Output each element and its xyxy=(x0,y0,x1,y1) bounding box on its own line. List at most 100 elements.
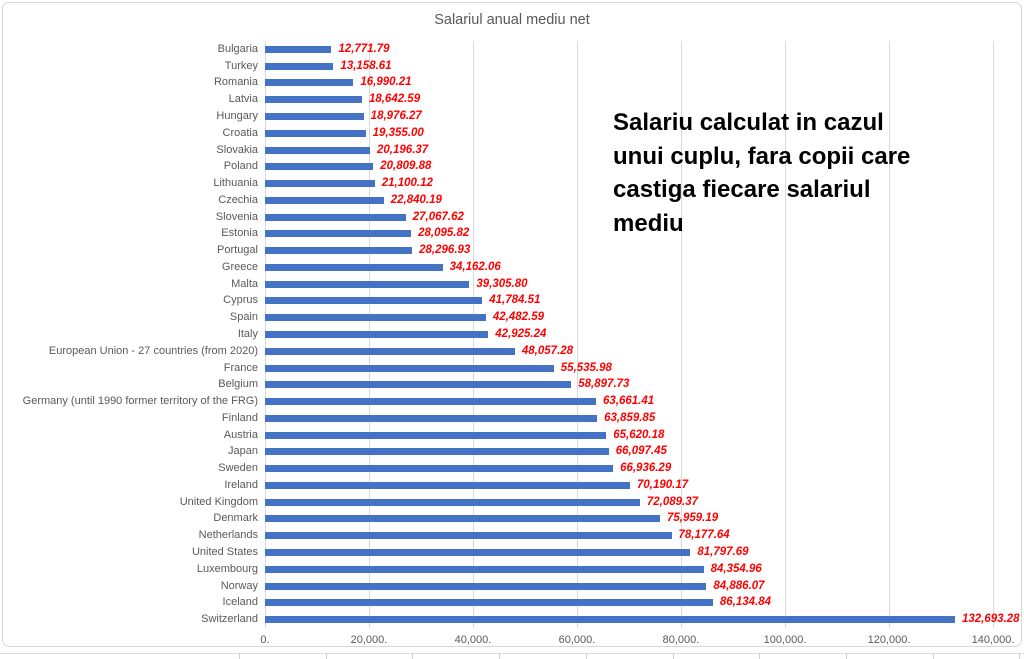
bar[interactable] xyxy=(265,599,713,607)
value-label: 39,305.80 xyxy=(476,277,528,290)
value-label: 84,354.96 xyxy=(710,562,762,575)
bar[interactable] xyxy=(265,515,660,523)
worksheet-column-separator xyxy=(1019,653,1021,659)
category-label: Slovakia xyxy=(216,143,258,156)
bar[interactable] xyxy=(265,347,515,355)
bar[interactable] xyxy=(265,163,374,171)
bar[interactable] xyxy=(265,381,572,389)
category-label: Turkey xyxy=(224,59,258,72)
category-label: Ireland xyxy=(224,478,258,491)
bar[interactable] xyxy=(265,331,489,338)
gridline xyxy=(889,41,890,628)
annotation-line: unui cuplu, fara copii care xyxy=(613,142,911,170)
bar[interactable] xyxy=(265,213,406,221)
bar[interactable] xyxy=(265,129,366,137)
chart-object[interactable]: Salariul anual mediu net xyxy=(2,2,1022,647)
category-label: Cyprus xyxy=(223,294,258,307)
bar[interactable] xyxy=(265,230,412,238)
worksheet-column-separator xyxy=(585,653,587,659)
bar[interactable] xyxy=(265,314,486,322)
bar[interactable] xyxy=(265,280,470,288)
bar[interactable] xyxy=(265,616,955,624)
x-axis-tick-label: 140,000. xyxy=(971,634,1015,646)
value-label: 55,535.98 xyxy=(560,361,612,374)
gridline xyxy=(785,41,786,628)
gridline xyxy=(681,41,682,628)
chart-title[interactable]: Salariul anual mediu net xyxy=(434,12,590,28)
value-label: 41,784.51 xyxy=(489,294,541,307)
bar[interactable] xyxy=(265,582,707,590)
category-label: Bulgaria xyxy=(217,42,258,55)
value-label: 63,859.85 xyxy=(604,411,656,424)
category-label: United Kingdom xyxy=(179,495,258,508)
bar[interactable] xyxy=(265,448,609,456)
bar[interactable] xyxy=(265,96,362,104)
bar[interactable] xyxy=(265,79,354,87)
value-label: 66,097.45 xyxy=(615,445,667,458)
bar[interactable] xyxy=(265,498,640,506)
value-label: 19,355.00 xyxy=(372,126,424,139)
bar[interactable] xyxy=(265,414,598,422)
bar[interactable] xyxy=(265,62,334,70)
value-label: 28,296.93 xyxy=(419,244,471,257)
bar[interactable] xyxy=(265,481,630,489)
gridline xyxy=(577,41,578,628)
bar[interactable] xyxy=(265,565,704,573)
category-label: European Union - 27 countries (from 2020… xyxy=(48,344,258,357)
bar[interactable] xyxy=(265,398,597,406)
value-label: 20,809.88 xyxy=(380,160,432,173)
chart-annotation-textbox[interactable]: Salariu calculat in cazul unui cuplu, far… xyxy=(613,106,943,240)
bar[interactable] xyxy=(265,45,332,53)
value-label: 12,771.79 xyxy=(338,42,390,55)
x-axis-tick-label: 40,000. xyxy=(454,634,492,646)
category-label: Romania xyxy=(213,76,258,89)
bar[interactable] xyxy=(265,146,371,154)
category-label: Malta xyxy=(231,277,258,290)
value-label: 20,196.37 xyxy=(377,143,429,156)
annotation-line: castiga fiecare salariul xyxy=(613,176,871,203)
category-label: Greece xyxy=(221,260,258,273)
value-label: 27,067.62 xyxy=(412,210,464,223)
bar[interactable] xyxy=(265,465,614,473)
bar[interactable] xyxy=(265,180,375,188)
category-label: Slovenia xyxy=(215,210,258,223)
x-axis-tick-label: 0. xyxy=(260,634,270,646)
value-label: 22,840.19 xyxy=(390,193,442,206)
value-label: 65,620.18 xyxy=(613,428,665,441)
category-label: Netherlands xyxy=(198,529,258,542)
worksheet-column-separator xyxy=(932,653,934,659)
category-label: Croatia xyxy=(222,126,258,139)
bar[interactable] xyxy=(265,364,554,372)
worksheet-row-gridline xyxy=(0,653,1024,654)
bar[interactable] xyxy=(265,247,413,255)
category-label: Luxembourg xyxy=(196,562,258,575)
value-label: 66,936.29 xyxy=(620,462,672,475)
bar[interactable] xyxy=(265,431,607,439)
x-axis-tick-label: 20,000. xyxy=(350,634,388,646)
category-label: Finland xyxy=(221,411,258,424)
worksheet-column-separator xyxy=(499,653,501,659)
value-label: 42,482.59 xyxy=(492,311,545,324)
value-label: 78,177.64 xyxy=(678,529,730,542)
value-label: 81,797.69 xyxy=(697,546,749,559)
value-label: 72,089.37 xyxy=(646,495,699,508)
bar[interactable] xyxy=(265,297,483,305)
value-label: 18,642.59 xyxy=(368,93,421,106)
bar[interactable] xyxy=(265,263,443,271)
gridline xyxy=(993,41,994,628)
bar[interactable] xyxy=(265,196,384,204)
value-label: 70,190.17 xyxy=(636,478,689,491)
bar[interactable] xyxy=(265,112,364,120)
value-label: 84,886.07 xyxy=(713,579,765,592)
bar[interactable] xyxy=(265,549,691,557)
bar[interactable] xyxy=(265,532,672,540)
value-label: 21,100.12 xyxy=(381,177,433,190)
value-label: 63,661.41 xyxy=(603,395,655,408)
value-label: 13,158.61 xyxy=(340,59,392,72)
category-label: Germany (until 1990 former territory of … xyxy=(22,395,258,408)
category-label: Norway xyxy=(220,579,258,592)
x-axis-tick-label: 60,000. xyxy=(558,634,596,646)
value-label: 48,057.28 xyxy=(521,344,574,357)
category-label: Hungary xyxy=(216,109,258,122)
value-label: 42,925.24 xyxy=(495,328,547,340)
